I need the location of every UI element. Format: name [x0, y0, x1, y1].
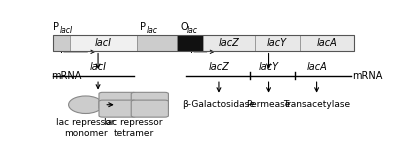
Text: Transacetylase: Transacetylase [283, 100, 350, 109]
Text: lac: lac [146, 26, 158, 35]
Text: O: O [180, 22, 188, 32]
FancyBboxPatch shape [204, 35, 255, 51]
Text: lacI: lacI [60, 26, 73, 35]
Text: Permease: Permease [246, 100, 291, 109]
Text: lacY: lacY [258, 62, 279, 72]
Text: lacY: lacY [267, 38, 287, 48]
Text: β-Galactosidase: β-Galactosidase [182, 100, 255, 109]
FancyBboxPatch shape [177, 35, 204, 51]
Text: lacA: lacA [306, 62, 327, 72]
Text: lac repressor
monomer: lac repressor monomer [56, 118, 115, 138]
Text: lac repressor
tetramer: lac repressor tetramer [104, 118, 163, 138]
FancyBboxPatch shape [53, 35, 70, 51]
FancyBboxPatch shape [131, 92, 168, 109]
FancyBboxPatch shape [99, 92, 136, 109]
FancyBboxPatch shape [70, 35, 137, 51]
Text: P: P [140, 22, 146, 32]
Text: lacI: lacI [90, 62, 106, 72]
FancyBboxPatch shape [137, 35, 177, 51]
Text: mRNA: mRNA [52, 70, 82, 81]
Text: lacZ: lacZ [219, 38, 239, 48]
FancyBboxPatch shape [255, 35, 300, 51]
Text: lac: lac [187, 26, 198, 35]
Text: lacZ: lacZ [208, 62, 229, 72]
FancyBboxPatch shape [300, 35, 354, 51]
Text: lacA: lacA [316, 38, 337, 48]
Text: lacI: lacI [95, 38, 112, 48]
Text: P: P [53, 22, 59, 32]
Text: mRNA: mRNA [352, 70, 383, 81]
FancyBboxPatch shape [131, 100, 168, 117]
FancyBboxPatch shape [99, 100, 136, 117]
Ellipse shape [69, 96, 103, 113]
